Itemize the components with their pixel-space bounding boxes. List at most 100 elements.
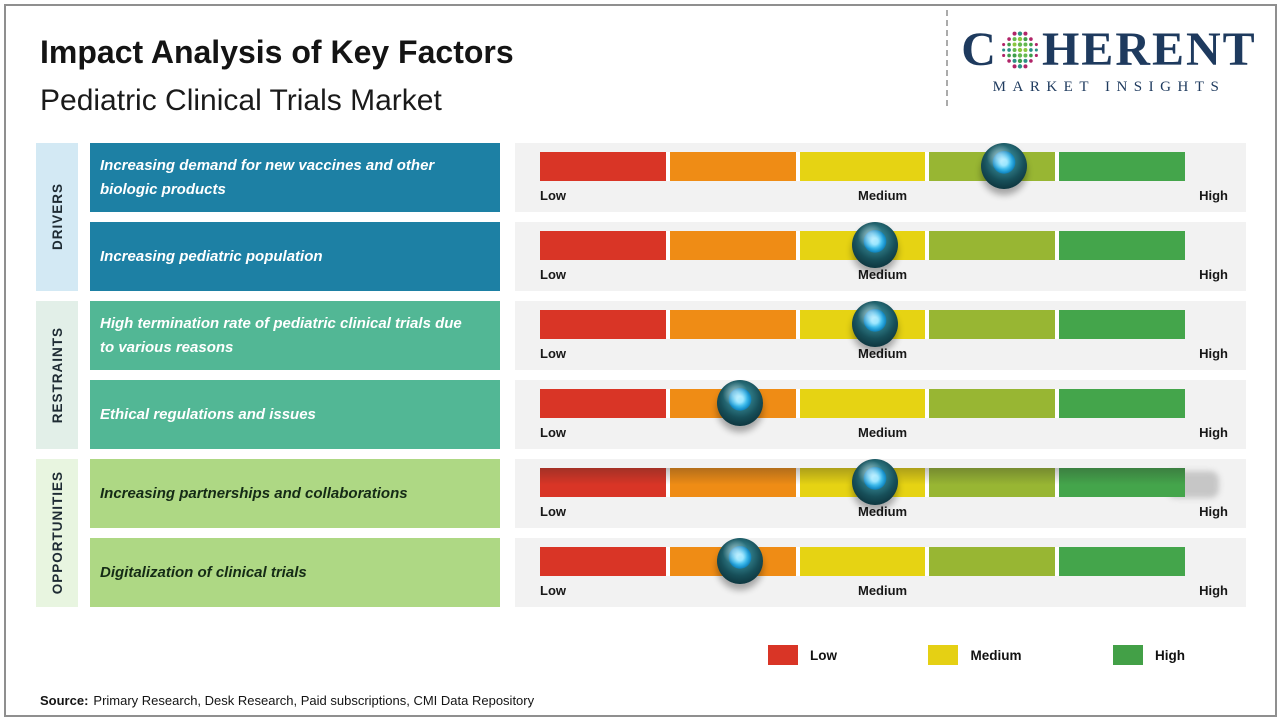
impact-scale-panel: Low Medium High bbox=[515, 538, 1246, 607]
scale-segment bbox=[795, 389, 926, 418]
source-label: Source: bbox=[40, 693, 89, 708]
impact-scale-panel: Low Medium High bbox=[515, 459, 1246, 528]
scale-labels: Low Medium High bbox=[540, 504, 1228, 519]
impact-scale-bar bbox=[540, 301, 1185, 347]
scale-label-medium: Medium bbox=[857, 188, 908, 203]
scale-segment bbox=[1055, 310, 1185, 339]
scale-segment bbox=[925, 547, 1056, 576]
source-text: Primary Research, Desk Research, Paid su… bbox=[93, 693, 535, 708]
impact-scale-bar bbox=[540, 222, 1185, 268]
impact-scale-bar bbox=[540, 143, 1185, 189]
scale-segment bbox=[665, 310, 796, 339]
scale-segment bbox=[795, 152, 926, 181]
scale-label-high: High bbox=[1199, 504, 1228, 519]
scale-segment bbox=[1055, 152, 1185, 181]
factor-text: Increasing demand for new vaccines and o… bbox=[100, 157, 435, 198]
scale-label-medium: Medium bbox=[857, 504, 908, 519]
brand-separator-dashed-line bbox=[946, 10, 948, 106]
scale-segment bbox=[540, 468, 666, 497]
impact-scale-panel: Low Medium High bbox=[515, 301, 1246, 370]
brand-logo: C HERENT MARKET INSIGHTS bbox=[956, 26, 1262, 96]
brand-tagline: MARKET INSIGHTS bbox=[992, 79, 1226, 95]
scale-labels: Low Medium High bbox=[540, 583, 1228, 598]
section-label: OPPORTUNITIES bbox=[49, 471, 65, 595]
scale-segment bbox=[665, 152, 796, 181]
scale-label-high: High bbox=[1199, 188, 1228, 203]
factor-text: Increasing partnerships and collaboratio… bbox=[100, 484, 408, 502]
legend-item-low: Low bbox=[768, 645, 837, 665]
scale-label-high: High bbox=[1199, 267, 1228, 282]
scale-label-low: Low bbox=[540, 504, 566, 519]
factor-box: Ethical regulations and issues bbox=[90, 380, 500, 449]
scale-labels: Low Medium High bbox=[540, 425, 1228, 440]
legend-swatch-high bbox=[1112, 645, 1143, 665]
section-strip-restraints: RESTRAINTS bbox=[36, 301, 78, 449]
scale-segment bbox=[540, 231, 666, 260]
scale-label-medium: Medium bbox=[857, 583, 908, 598]
impact-analysis-grid: DRIVERS RESTRAINTS OPPORTUNITIES Increas… bbox=[36, 143, 1246, 607]
page-title: Impact Analysis of Key Factors bbox=[40, 34, 514, 70]
factor-text: High termination rate of pediatric clini… bbox=[100, 315, 462, 356]
factor-box: Digitalization of clinical trials bbox=[90, 538, 500, 607]
page-subtitle: Pediatric Clinical Trials Market bbox=[40, 84, 442, 117]
impact-scale-panel: Low Medium High bbox=[515, 222, 1246, 291]
section-label: RESTRAINTS bbox=[49, 326, 65, 424]
scale-segment bbox=[540, 547, 666, 576]
legend-label: High bbox=[1154, 647, 1185, 663]
brand-wordmark: C HERENT bbox=[956, 26, 1262, 74]
scale-segment bbox=[1055, 389, 1185, 418]
impact-scale-bar bbox=[540, 459, 1185, 505]
scale-segment bbox=[925, 231, 1056, 260]
legend: Low Medium High bbox=[768, 645, 1185, 665]
scale-label-medium: Medium bbox=[857, 346, 908, 361]
scale-segment bbox=[540, 310, 666, 339]
logo-globe-icon bbox=[1002, 31, 1038, 69]
scale-label-low: Low bbox=[540, 346, 566, 361]
impact-marker bbox=[852, 222, 899, 268]
legend-label: Medium bbox=[970, 647, 1022, 663]
scale-segment bbox=[540, 152, 666, 181]
impact-scale-panel: Low Medium High bbox=[515, 380, 1246, 449]
scale-segment bbox=[1055, 231, 1185, 260]
factor-box: Increasing pediatric population bbox=[90, 222, 500, 291]
source-line: Source: Primary Research, Desk Research, … bbox=[40, 693, 534, 708]
legend-item-high: High bbox=[1112, 645, 1185, 665]
impact-marker bbox=[716, 538, 763, 584]
factor-text: Increasing pediatric population bbox=[100, 247, 323, 265]
factor-box: High termination rate of pediatric clini… bbox=[90, 301, 500, 370]
scale-segment bbox=[1055, 468, 1185, 497]
legend-swatch-low bbox=[768, 645, 798, 665]
scale-label-low: Low bbox=[540, 583, 566, 598]
scale-label-high: High bbox=[1199, 425, 1228, 440]
scale-labels: Low Medium High bbox=[540, 267, 1228, 282]
scale-segment bbox=[665, 231, 796, 260]
section-label: DRIVERS bbox=[49, 183, 65, 251]
scale-segment bbox=[665, 468, 796, 497]
scale-label-high: High bbox=[1199, 583, 1228, 598]
scale-segment bbox=[925, 389, 1056, 418]
scale-label-low: Low bbox=[540, 425, 566, 440]
impact-marker bbox=[981, 143, 1028, 189]
impact-scale-panel: Low Medium High bbox=[515, 143, 1246, 212]
scale-segment bbox=[925, 310, 1056, 339]
section-strip-opportunities: OPPORTUNITIES bbox=[36, 459, 78, 607]
impact-marker bbox=[716, 380, 763, 426]
scale-label-low: Low bbox=[540, 188, 566, 203]
scale-segment bbox=[1055, 547, 1185, 576]
brand-letter-prefix: C bbox=[961, 23, 998, 76]
legend-item-medium: Medium bbox=[928, 645, 1022, 665]
scale-labels: Low Medium High bbox=[540, 188, 1228, 203]
legend-swatch-medium bbox=[928, 645, 959, 665]
factor-text: Digitalization of clinical trials bbox=[100, 563, 307, 581]
factor-box: Increasing partnerships and collaboratio… bbox=[90, 459, 500, 528]
factor-text: Ethical regulations and issues bbox=[100, 405, 316, 423]
scale-label-medium: Medium bbox=[857, 267, 908, 282]
scale-label-high: High bbox=[1199, 346, 1228, 361]
scale-label-low: Low bbox=[540, 267, 566, 282]
section-strip-drivers: DRIVERS bbox=[36, 143, 78, 291]
scale-label-medium: Medium bbox=[857, 425, 908, 440]
scale-labels: Low Medium High bbox=[540, 346, 1228, 361]
impact-marker bbox=[852, 459, 899, 505]
impact-marker bbox=[852, 301, 899, 347]
